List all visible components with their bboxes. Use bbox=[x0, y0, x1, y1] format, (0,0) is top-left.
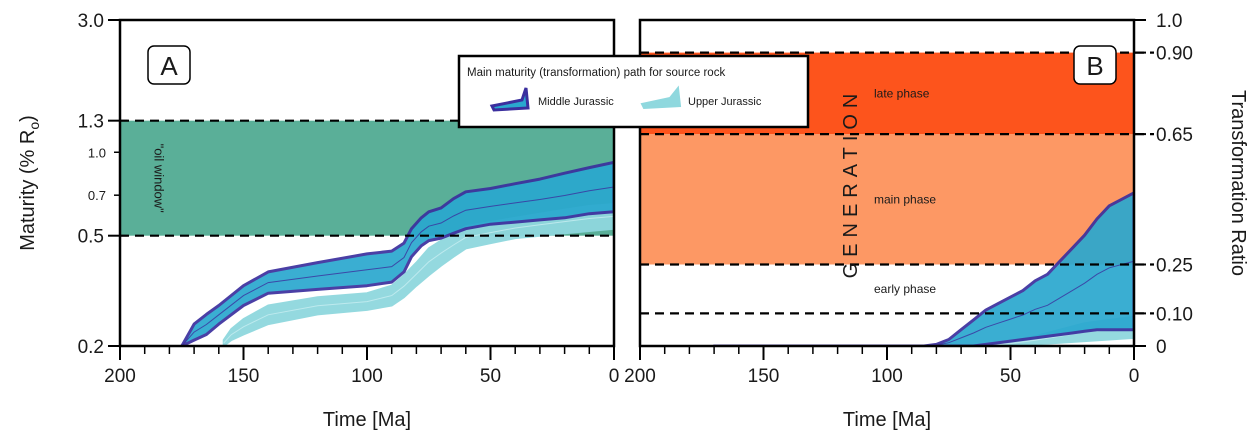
panel-a-y-minor-tick-label: 1.0 bbox=[88, 145, 106, 160]
legend-frame bbox=[457, 54, 810, 129]
panel-b-label-box: B bbox=[1073, 45, 1117, 85]
panel-a-x-axis-title: Time [Ma] bbox=[323, 409, 411, 431]
panel-b-label-frame bbox=[1073, 45, 1117, 85]
panel-b-band-middle-jurassic bbox=[712, 191, 1134, 346]
legend: Main maturity (transformation) path for … bbox=[457, 54, 810, 129]
panel-b-x-axis-title: Time [Ma] bbox=[843, 409, 931, 431]
legend-swatch-middle-jurassic bbox=[489, 87, 530, 112]
panel-a-x-tick-label: 150 bbox=[228, 366, 260, 387]
panel-a-label-frame bbox=[147, 45, 191, 85]
panel-a-label-box: A bbox=[147, 45, 191, 85]
panel-a-ticks: 200 150 100 50 0 0.2 0.5 1.3 3.0 0.7 1.0 bbox=[78, 11, 620, 387]
oil-window-label: "oil window" bbox=[152, 144, 167, 214]
panel-b-y-tick-label: 0.65 bbox=[1156, 125, 1193, 146]
panel-a-y-axis-title: Maturity (% Ro) bbox=[17, 115, 42, 251]
panel-a-y-tick-label: 1.3 bbox=[78, 112, 104, 133]
panel-a-y-minor-tick-label: 0.7 bbox=[88, 188, 106, 203]
legend-swatch-upper-jurassic bbox=[640, 85, 682, 110]
panel-b-x-tick-label: 200 bbox=[624, 366, 656, 387]
panel-b-y-tick-label: 0 bbox=[1156, 337, 1167, 358]
phase-labels: early phase main phase late phase bbox=[874, 86, 936, 296]
panel-b-y-tick-label: 0.25 bbox=[1156, 256, 1193, 277]
panel-a-x-tick-label: 0 bbox=[609, 366, 620, 387]
panel-b-median-middle-jurassic bbox=[714, 260, 1134, 346]
panel-a-median-middle-jurassic bbox=[181, 186, 614, 346]
panel-a-y-tick-label: 3.0 bbox=[78, 11, 104, 32]
legend-label-middle-jurassic: Middle Jurassic bbox=[538, 96, 614, 108]
phase-band-main-phase bbox=[640, 134, 1134, 265]
panel-a-band-middle-jurassic bbox=[180, 160, 614, 346]
panel-b-y-tick-label: 0.90 bbox=[1156, 44, 1193, 65]
legend-label-upper-jurassic: Upper Jurassic bbox=[688, 96, 762, 108]
panel-b-x-tick-label: 50 bbox=[1000, 366, 1021, 387]
panel-a-y-tick-label: 0.5 bbox=[78, 227, 104, 248]
panel-b-x-tick-label: 150 bbox=[748, 366, 780, 387]
phase-boundary-lines bbox=[640, 51, 1154, 315]
phase-label-main-phase: main phase bbox=[874, 192, 936, 206]
panel-b-x-tick-label: 0 bbox=[1129, 366, 1140, 387]
panel-a-x-tick-label: 50 bbox=[480, 366, 501, 387]
panel-b-ticks: 200 150 100 50 00 0.10 0.25 0.65 0.90 1.0 bbox=[624, 11, 1193, 387]
panel-b-y-axis-title: Transformation Ratio bbox=[1227, 90, 1249, 276]
phase-label-early-phase: early phase bbox=[874, 282, 936, 296]
panel-a-series bbox=[180, 160, 614, 346]
panel-b-y-tick-label: 1.0 bbox=[1156, 11, 1182, 32]
phase-label-late-phase: late phase bbox=[874, 86, 930, 100]
legend-title: Main maturity (transformation) path for … bbox=[467, 67, 725, 79]
panel-a-label: A bbox=[160, 51, 178, 81]
panel-a-median-upper-jurassic bbox=[223, 215, 614, 344]
panel-a-x-tick-label: 100 bbox=[351, 366, 383, 387]
panel-b-x-tick-label: 100 bbox=[871, 366, 903, 387]
panel-a: "oil window" 200 150 100 50 0 0.2 0.5 1.3 3.0 0.7… bbox=[17, 11, 619, 431]
panel-a-x-tick-label: 200 bbox=[104, 366, 136, 387]
panel-b-label: B bbox=[1086, 51, 1103, 81]
panel-a-y-tick-label: 0.2 bbox=[78, 337, 104, 358]
panel-a-band-upper-jurassic bbox=[222, 203, 614, 346]
panel-b-y-tick-label: 0.10 bbox=[1156, 304, 1193, 325]
generation-label: GENERATION bbox=[840, 88, 862, 279]
